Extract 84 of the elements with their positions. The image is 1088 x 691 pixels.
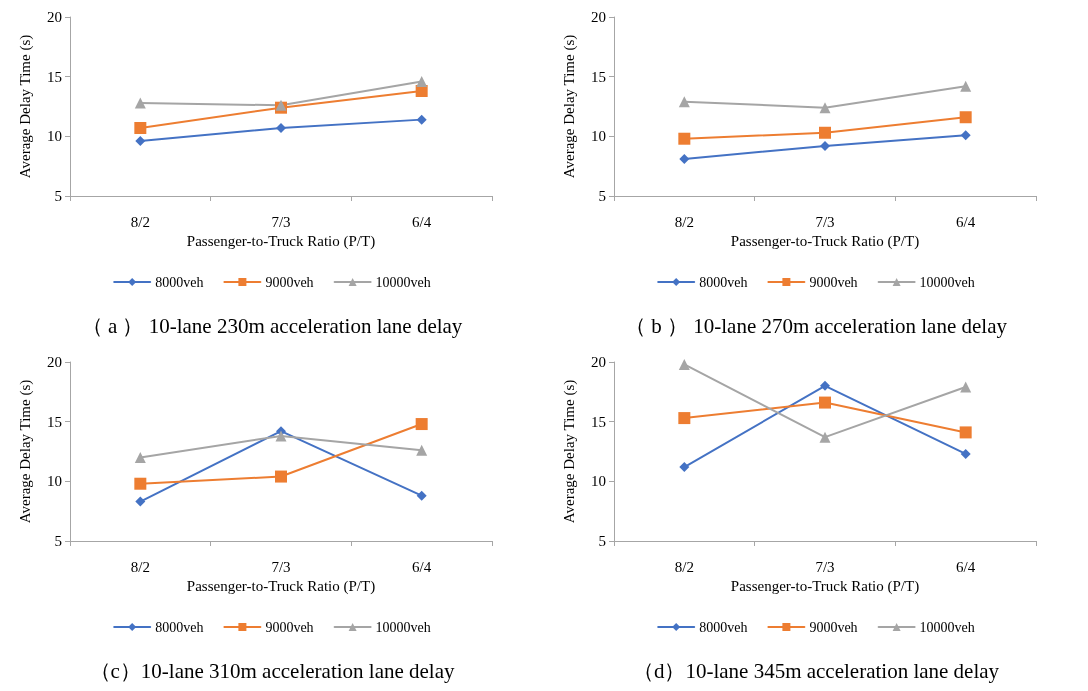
point [959, 426, 972, 439]
y-tick-label: 15 [591, 68, 606, 85]
point [820, 380, 830, 391]
y-tick-label: 15 [47, 413, 62, 430]
point [416, 75, 428, 87]
y-axis-title: Average Delay Time (s) [16, 34, 34, 179]
point [678, 132, 691, 145]
y-tick-label: 20 [47, 9, 62, 25]
y-tick-label: 5 [54, 188, 62, 204]
point [135, 136, 146, 147]
text: （c）10-lane 310m acceleration lane delay [89, 658, 455, 683]
point [679, 154, 690, 165]
x-tick-label: 7/3 [815, 558, 835, 575]
point [819, 126, 831, 139]
point [819, 102, 831, 114]
x-axis-title: Passenger-to-Truck Ratio (P/T) [730, 578, 920, 596]
point [678, 358, 690, 370]
y-tick-label: 10 [591, 128, 606, 145]
point [960, 80, 972, 92]
y-axis-title: Average Delay Time (s) [560, 34, 578, 179]
y-tick-label: 15 [591, 413, 606, 430]
point [959, 111, 972, 124]
point [416, 114, 427, 125]
x-tick-label: 8/2 [130, 558, 150, 575]
legend-label: 8000veh [155, 274, 204, 290]
point [276, 122, 286, 133]
legend-label: 8000veh [699, 274, 748, 290]
x-tick-label: 8/2 [674, 558, 694, 575]
legend-label: 9000veh [809, 274, 858, 290]
legend-label: 10000veh [375, 274, 431, 290]
point [134, 97, 146, 109]
legend-label: 10000veh [919, 274, 975, 290]
y-tick-label: 15 [47, 68, 62, 85]
y-axis-title: Average Delay Time (s) [16, 379, 34, 524]
text: （ a ） 10-lane 230m acceleration lane delay [81, 313, 463, 338]
y-tick-label: 10 [47, 128, 62, 145]
legend-label: 10000veh [375, 619, 431, 635]
y-tick-label: 5 [54, 533, 62, 549]
legend-label: 8000veh [699, 619, 748, 635]
point [134, 477, 147, 490]
legend-label: 8000veh [155, 619, 204, 635]
y-tick-label: 5 [598, 533, 606, 549]
x-tick-label: 7/3 [271, 558, 291, 575]
point [275, 430, 287, 442]
x-tick-label: 6/4 [956, 558, 976, 575]
point [819, 396, 831, 409]
point [416, 444, 428, 456]
point [678, 96, 690, 108]
y-tick-label: 20 [591, 354, 606, 370]
x-tick-label: 6/4 [412, 558, 432, 575]
text: （ b ） 10-lane 270m acceleration lane delay [625, 313, 1008, 338]
x-tick-label: 7/3 [271, 213, 291, 230]
point [960, 448, 971, 459]
y-tick-label: 20 [47, 354, 62, 370]
y-tick-label: 20 [591, 9, 606, 25]
x-axis-title: Passenger-to-Truck Ratio (P/T) [186, 233, 376, 251]
x-tick-label: 8/2 [674, 213, 694, 230]
y-tick-label: 10 [591, 473, 606, 490]
y-tick-label: 5 [598, 188, 606, 204]
point [820, 140, 830, 151]
point [134, 121, 147, 134]
legend-label: 9000veh [265, 274, 314, 290]
y-axis-title: Average Delay Time (s) [560, 379, 578, 524]
y-tick-label: 10 [47, 473, 62, 490]
point [819, 431, 831, 443]
point [275, 470, 287, 483]
point [678, 412, 691, 425]
point [416, 490, 427, 501]
legend-label: 10000veh [919, 619, 975, 635]
x-tick-label: 6/4 [956, 213, 976, 230]
legend-label: 9000veh [809, 619, 858, 635]
x-tick-label: 6/4 [412, 213, 432, 230]
legend-label: 9000veh [265, 619, 314, 635]
x-axis-title: Passenger-to-Truck Ratio (P/T) [730, 233, 920, 251]
point [135, 496, 146, 507]
x-tick-label: 8/2 [130, 213, 150, 230]
point [134, 451, 146, 463]
point [679, 462, 690, 473]
point [960, 381, 972, 393]
point [415, 418, 428, 431]
point [960, 130, 971, 141]
x-axis-title: Passenger-to-Truck Ratio (P/T) [186, 578, 376, 596]
text: （d）10-lane 345m acceleration lane delay [632, 658, 1000, 683]
x-tick-label: 7/3 [815, 213, 835, 230]
